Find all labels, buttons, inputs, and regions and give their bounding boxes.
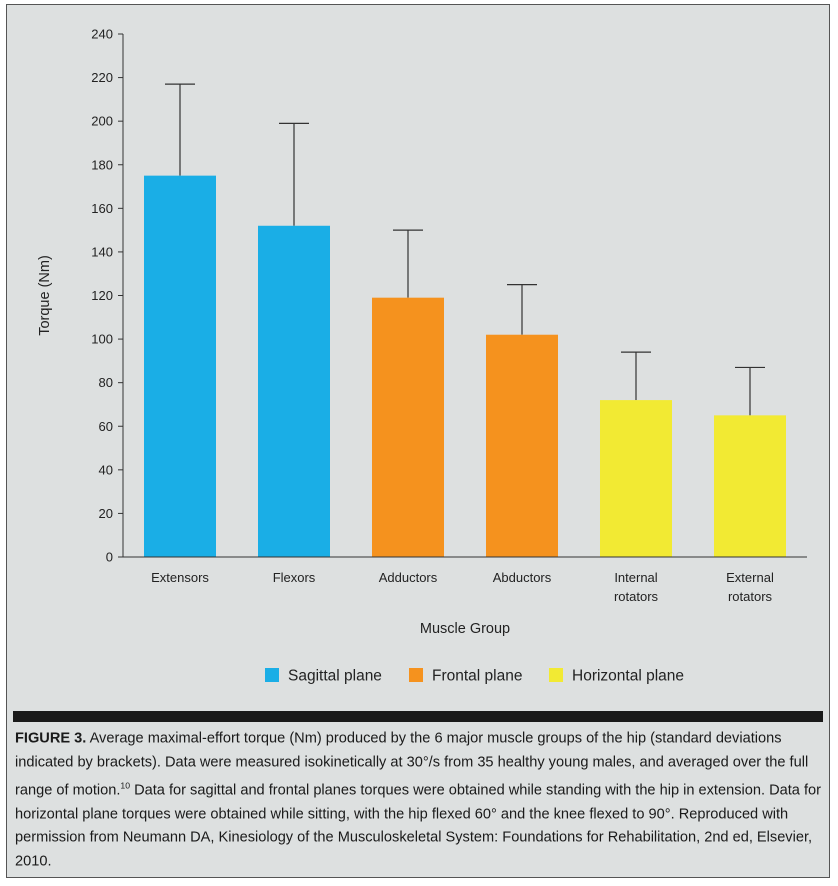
bar (144, 175, 216, 558)
legend-label: Horizontal plane (572, 668, 684, 685)
y-tick-label: 220 (91, 70, 113, 85)
y-tick-label: 20 (99, 506, 113, 521)
caption-label: FIGURE 3. (15, 729, 87, 747)
figure-caption: FIGURE 3. Average maximal-effort torque … (15, 727, 821, 873)
y-tick-label: 40 (99, 462, 113, 477)
bar-chart: 0 20 40 60 80 100 120 140 160 180 200 220 240 Extens… (37, 27, 807, 685)
y-tick-label: 100 (91, 332, 113, 347)
figure-panel: 0 20 40 60 80 100 120 140 160 180 200 220 240 Extens… (6, 4, 830, 878)
y-tick-label: 180 (91, 157, 113, 172)
bar (600, 400, 672, 557)
x-tick-label: Extensors (151, 570, 209, 585)
legend-swatch (265, 668, 279, 682)
bar (714, 415, 786, 557)
y-axis-title: Torque (Nm) (37, 255, 53, 336)
caption-reference: 10 (120, 780, 131, 791)
caption-text-continued: Data for sagittal and frontal planes tor… (15, 781, 821, 869)
legend-label: Sagittal plane (288, 668, 382, 685)
caption-divider (13, 711, 823, 722)
legend-swatch (549, 668, 563, 682)
y-tick-label: 0 (106, 550, 113, 565)
y-tick-label: 120 (91, 288, 113, 303)
x-axis-title: Muscle Group (420, 621, 510, 637)
x-tick-label: External rotators (726, 570, 774, 604)
x-tick-label: Flexors (273, 570, 316, 585)
y-tick-label: 160 (91, 201, 113, 216)
x-tick-label: Adductors (379, 570, 438, 585)
x-tick-label: Internal rotators (614, 570, 659, 604)
caption-text: Average maximal-effort torque (Nm) produ… (15, 729, 809, 799)
legend-swatch (409, 668, 423, 682)
y-tick-label: 240 (91, 27, 113, 42)
y-tick-label: 60 (99, 419, 113, 434)
bar (258, 225, 330, 557)
bar (372, 297, 444, 557)
x-tick-label: Abductors (493, 570, 552, 585)
y-tick-label: 80 (99, 375, 113, 390)
legend-label: Frontal plane (432, 668, 522, 685)
bar (486, 334, 558, 557)
y-tick-label: 140 (91, 244, 113, 259)
y-tick-label: 200 (91, 114, 113, 129)
